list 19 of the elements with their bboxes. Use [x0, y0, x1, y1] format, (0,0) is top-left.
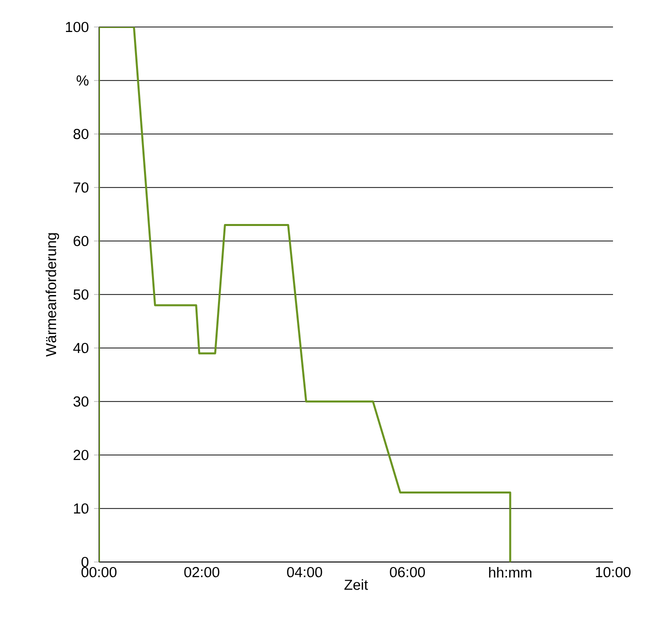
x-tick-label: 04:00 — [287, 567, 322, 578]
x-tick-label: 10:00 — [596, 567, 631, 578]
y-tick-label: 0 — [82, 556, 88, 568]
y-tick-label: % — [76, 75, 88, 86]
x-tick-label: 06:00 — [390, 567, 425, 578]
y-tick-label: 60 — [74, 236, 88, 246]
x-tick-label: 02:00 — [184, 567, 220, 578]
x-tick-label: hh:mm — [489, 567, 532, 578]
y-tick-label: 50 — [73, 289, 88, 300]
x-axis-title: Zeit — [344, 579, 368, 590]
y-tick-label: 30 — [73, 396, 88, 407]
y-axis-title: Wärmeanforderung — [46, 233, 60, 357]
y-tick-label: 40 — [73, 342, 88, 354]
y-tick-label: 80 — [74, 128, 88, 140]
y-tick-label: 100 — [66, 22, 88, 32]
y-tick-label: 20 — [74, 450, 88, 460]
y-tick-label: 10 — [74, 503, 88, 514]
y-tick-label: 70 — [74, 182, 88, 193]
x-tick-label: 00:00 — [81, 567, 117, 578]
